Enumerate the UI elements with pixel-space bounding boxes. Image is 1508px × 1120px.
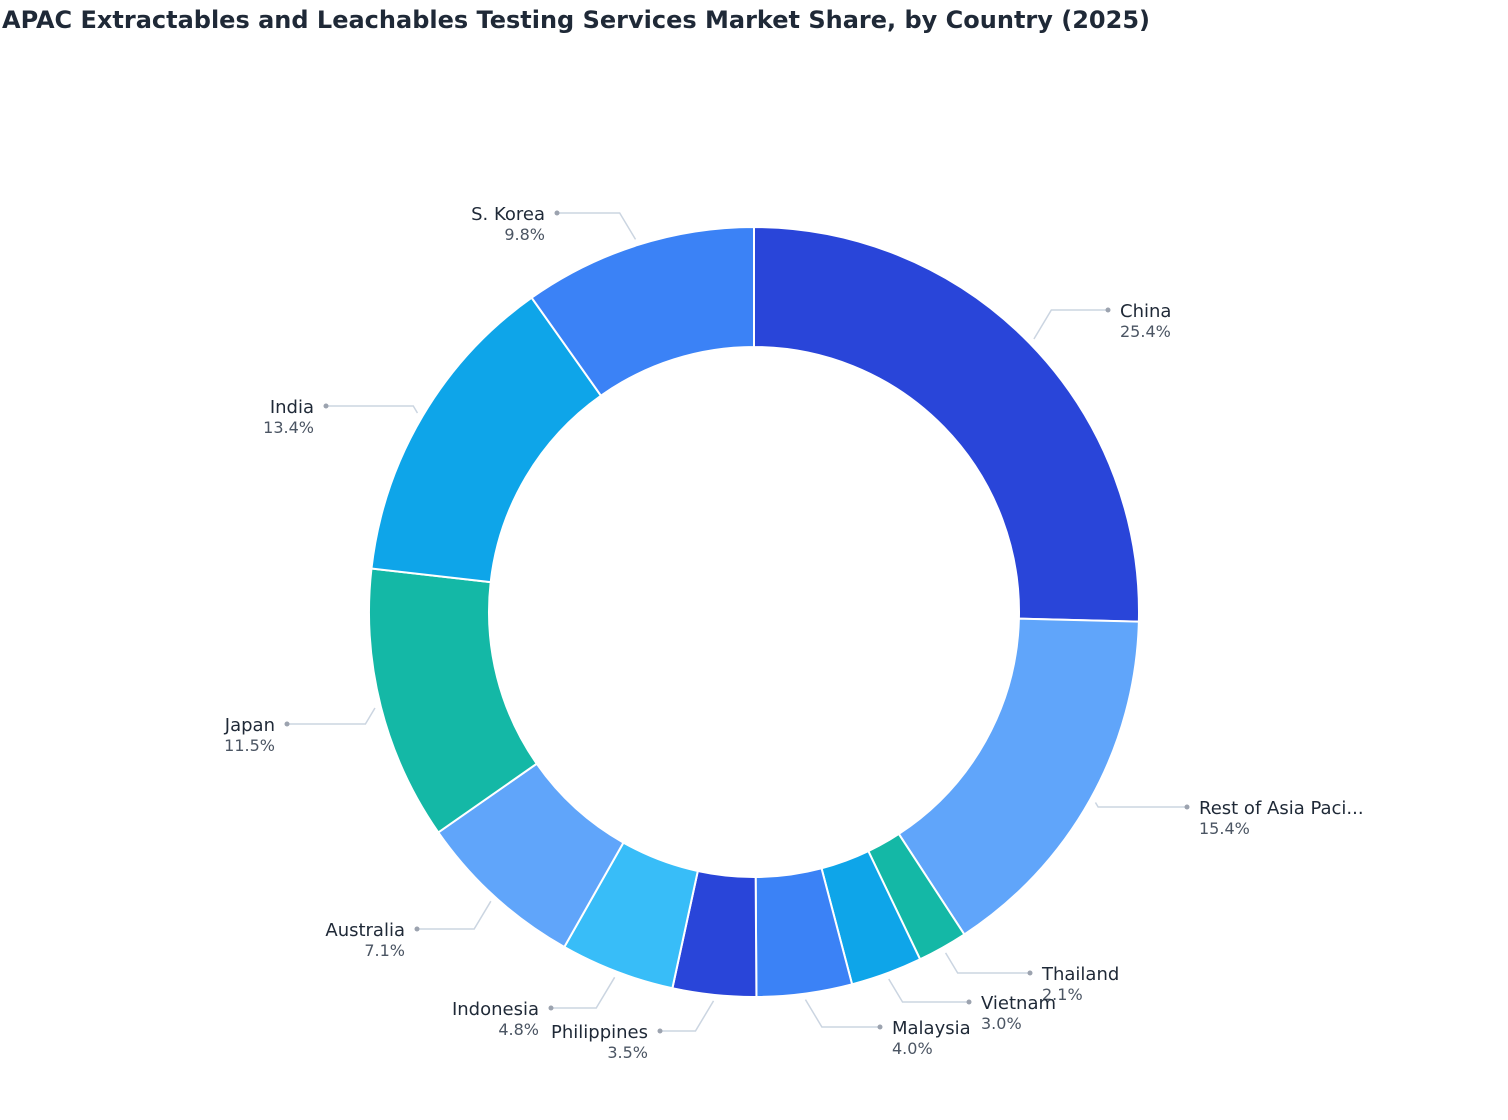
value-label: 15.4% [1199, 819, 1250, 838]
slice [530, 225, 755, 398]
value-label: 3.0% [981, 1014, 1022, 1033]
slice-label: Vietnam [981, 993, 1056, 1014]
slice-label: India [270, 397, 314, 418]
leader-dot [1027, 970, 1033, 976]
leader-dot [323, 403, 329, 409]
slice [897, 617, 1140, 936]
value-label: 13.4% [263, 418, 314, 437]
slice-label: S. Korea [471, 204, 545, 225]
leader-line [326, 405, 419, 414]
leader-line [660, 1000, 715, 1032]
leader-line [944, 952, 1030, 974]
leader-line [557, 212, 637, 240]
value-label: 11.5% [224, 736, 275, 755]
value-label: 4.0% [892, 1039, 933, 1058]
leader-dot [414, 926, 420, 932]
leader-dot [877, 1024, 883, 1030]
slice-label: Philippines [551, 1022, 648, 1043]
leader-dot [548, 1005, 554, 1011]
value-label: 3.5% [607, 1043, 648, 1062]
leader-dot [966, 999, 972, 1005]
leader-line [888, 978, 969, 1003]
leader-dot [657, 1028, 663, 1034]
leader-line [417, 900, 492, 930]
leader-dot [284, 721, 290, 727]
leader-line [804, 999, 880, 1028]
value-label: 2.1% [1042, 985, 1083, 1004]
value-label: 7.1% [364, 941, 405, 960]
slice [753, 225, 1140, 623]
leader-line [551, 976, 616, 1009]
leader-line [1094, 802, 1187, 808]
slice-label: Australia [325, 920, 405, 941]
chart-title: APAC Extractables and Leachables Testing… [2, 6, 1150, 34]
value-label: 9.8% [504, 225, 545, 244]
leader-line [287, 707, 376, 725]
leader-dot [1184, 804, 1190, 810]
value-label: 4.8% [498, 1020, 539, 1039]
slice-label: China [1120, 301, 1171, 322]
leader-dot [554, 210, 560, 216]
leader-dot [1105, 307, 1111, 313]
slice-label: Thailand [1041, 964, 1119, 985]
leader-line [1033, 309, 1108, 340]
slice-label: Indonesia [452, 999, 539, 1020]
slice-label: Japan [224, 715, 275, 736]
slice-label: Malaysia [892, 1018, 971, 1039]
slice-label: Rest of Asia Paci... [1199, 798, 1364, 819]
value-label: 25.4% [1120, 322, 1171, 341]
